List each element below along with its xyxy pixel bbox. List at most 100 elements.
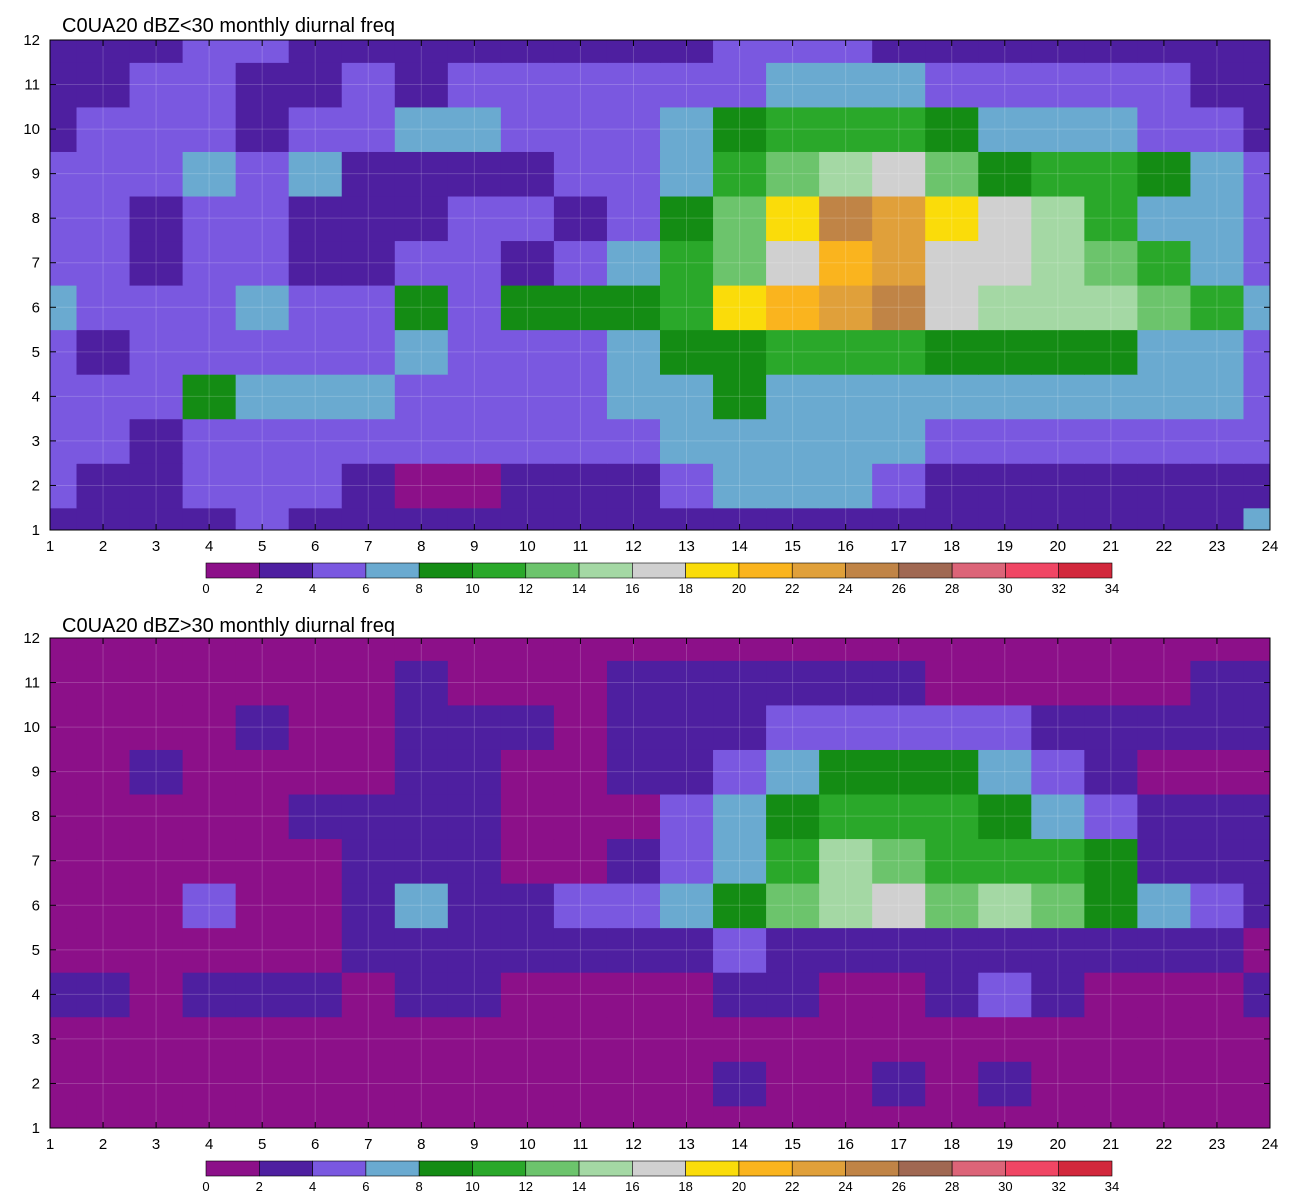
heatmap-cell [1031,927,1085,973]
colorbar-swatch [365,562,420,579]
heatmap-cell [447,660,502,706]
heatmap-cell [872,285,926,331]
heatmap-cell [394,1061,449,1107]
heatmap-cell [925,1105,979,1128]
heatmap-cell [288,972,343,1018]
heatmap-cell [235,40,290,63]
heatmap-cell [500,418,555,464]
heatmap-cell [713,638,767,661]
heatmap-cell [288,374,343,420]
heatmap-cell [129,40,184,63]
colorbar-tick-label: 22 [785,1179,799,1194]
heatmap-cell [288,660,343,706]
heatmap-cell [553,793,608,840]
heatmap-cell [500,793,555,840]
colorbar-tick-label: 4 [309,581,316,596]
heatmap-cell [872,40,926,63]
heatmap-cell [1084,704,1138,750]
heatmap-cell [235,418,290,464]
heatmap-cell [606,793,661,840]
heatmap-cell [1084,838,1138,884]
heatmap-cell [872,660,926,706]
heatmap-cell [235,1105,290,1128]
heatmap-cell [1031,329,1085,375]
heatmap-cell [978,883,1032,929]
x-tick-label: 7 [364,1136,372,1153]
heatmap-cell [288,418,343,464]
heatmap-cell [978,418,1032,464]
heatmap-cell [553,1061,608,1107]
heatmap-cell [553,507,608,530]
heatmap-cell [660,638,714,661]
heatmap-cell [606,40,661,63]
heatmap-cell [553,1105,608,1128]
heatmap-cell [129,1105,184,1128]
heatmap-cell [1084,151,1138,197]
x-tick-label: 14 [731,1136,748,1153]
heatmap-cell [76,660,131,706]
heatmap-cell [1084,240,1138,286]
heatmap-cell [1190,838,1245,884]
heatmap-cell [76,927,131,973]
heatmap-cell [819,749,873,795]
x-tick-label: 23 [1209,538,1226,555]
heatmap-cell [1031,1016,1085,1062]
heatmap-cell [766,1105,820,1128]
heatmap-cell [766,838,820,884]
colorbar-tick-label: 20 [732,1179,746,1194]
heatmap-cell [76,883,131,929]
colorbar-tick-label: 0 [202,1179,209,1194]
heatmap-cell [766,463,820,509]
heatmap-cell [872,1061,926,1107]
heatmap-cell [1137,660,1192,706]
heatmap-cell [660,507,714,530]
heatmap-cell [1031,704,1085,750]
colorbar-tick-label: 16 [625,581,639,596]
heatmap-cell [766,1061,820,1107]
x-tick-label: 6 [311,538,319,555]
heatmap-cell [766,418,820,464]
heatmap-cell [288,106,343,152]
heatmap-cell [1190,329,1245,375]
heatmap-cell [872,927,926,973]
x-tick-label: 22 [1156,538,1173,555]
y-tick-label: 9 [32,764,40,781]
heatmap-cell [235,638,290,661]
heatmap-cell [1084,507,1138,530]
heatmap-cell [1190,1016,1245,1062]
x-tick-label: 2 [99,1136,107,1153]
x-tick-label: 16 [837,538,854,555]
heatmap-cell [182,638,237,661]
heatmap-cell [766,749,820,795]
heatmap-cell [182,374,237,420]
heatmap-cell [129,329,184,375]
x-tick-label: 12 [625,538,642,555]
heatmap-cell [553,418,608,464]
y-tick-label: 12 [23,32,40,49]
heatmap-cell [1031,749,1085,795]
heatmap-cell [1137,151,1192,197]
colorbar-tick-label: 18 [678,581,692,596]
colorbar-tick-label: 24 [838,1179,852,1194]
heatmap-cell [1190,195,1245,242]
colorbar-swatch [472,1160,527,1177]
heatmap-cell [1031,793,1085,840]
heatmap-cell [660,927,714,973]
heatmap-cell [76,463,131,509]
heatmap-cell [713,374,767,420]
heatmap-cell [978,972,1032,1018]
heatmap-cell [766,40,820,63]
heatmap-cell [606,195,661,242]
colorbar-swatch [898,562,953,579]
colorbar-tick-label: 6 [362,1179,369,1194]
x-tick-label: 1 [46,1136,54,1153]
heatmap-cell [1190,418,1245,464]
heatmap-cell [819,62,873,108]
colorbar-swatch [951,562,1006,579]
heatmap-cell [447,638,502,661]
heatmap-cell [766,704,820,750]
heatmap-cell [606,507,661,530]
heatmap-cell [766,507,820,530]
